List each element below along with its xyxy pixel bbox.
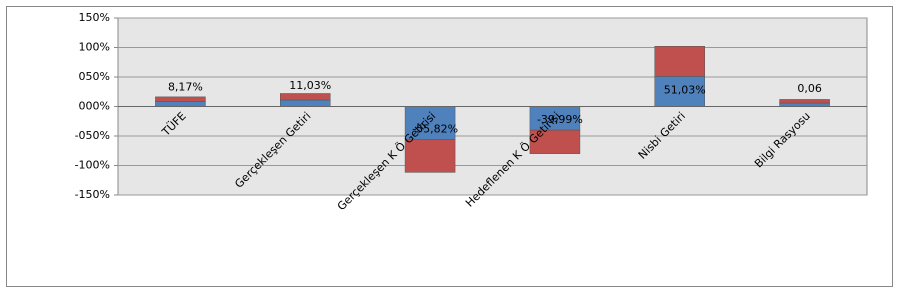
bar bbox=[779, 102, 830, 107]
bar bbox=[280, 99, 331, 107]
y-tick-label: -150% bbox=[75, 188, 110, 201]
y-tick-label: 050% bbox=[79, 70, 110, 83]
data-label: 8,17% bbox=[168, 81, 203, 94]
bar bbox=[155, 101, 206, 107]
bar bbox=[404, 106, 456, 140]
data-label: -39,99% bbox=[537, 113, 583, 126]
y-tick-label: -100% bbox=[75, 159, 110, 172]
bar bbox=[155, 96, 206, 102]
data-label: -55,82% bbox=[412, 122, 458, 135]
data-label: 11,03% bbox=[289, 79, 331, 92]
bar bbox=[529, 129, 581, 154]
bar bbox=[654, 46, 705, 77]
bar bbox=[779, 99, 830, 104]
y-tick-label: 150% bbox=[79, 11, 110, 24]
y-tick-label: 000% bbox=[79, 100, 110, 113]
bar bbox=[280, 93, 331, 101]
data-label: 51,03% bbox=[664, 83, 706, 96]
data-label: 0,06 bbox=[797, 82, 822, 95]
bar bbox=[404, 139, 456, 173]
bar bbox=[654, 76, 705, 107]
y-tick-label: -050% bbox=[75, 129, 110, 142]
y-tick-label: 100% bbox=[79, 41, 110, 54]
